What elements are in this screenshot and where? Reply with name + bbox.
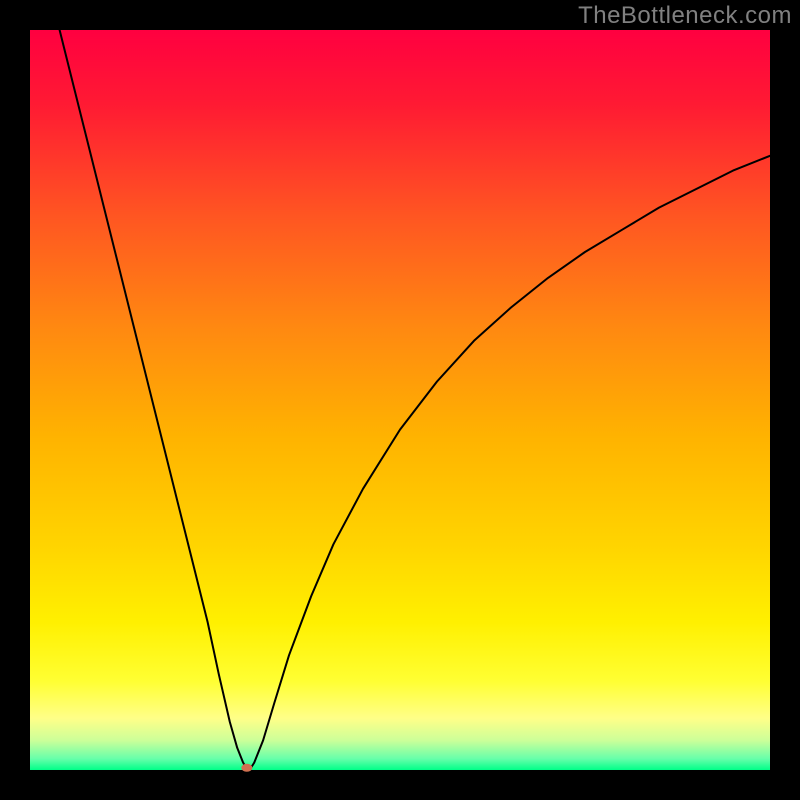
watermark-text: TheBottleneck.com bbox=[578, 2, 792, 30]
chart-container: { "watermark": { "text": "TheBottleneck.… bbox=[0, 0, 800, 800]
minimum-marker bbox=[241, 764, 252, 772]
plot-background bbox=[30, 30, 770, 770]
bottleneck-chart bbox=[0, 0, 800, 800]
